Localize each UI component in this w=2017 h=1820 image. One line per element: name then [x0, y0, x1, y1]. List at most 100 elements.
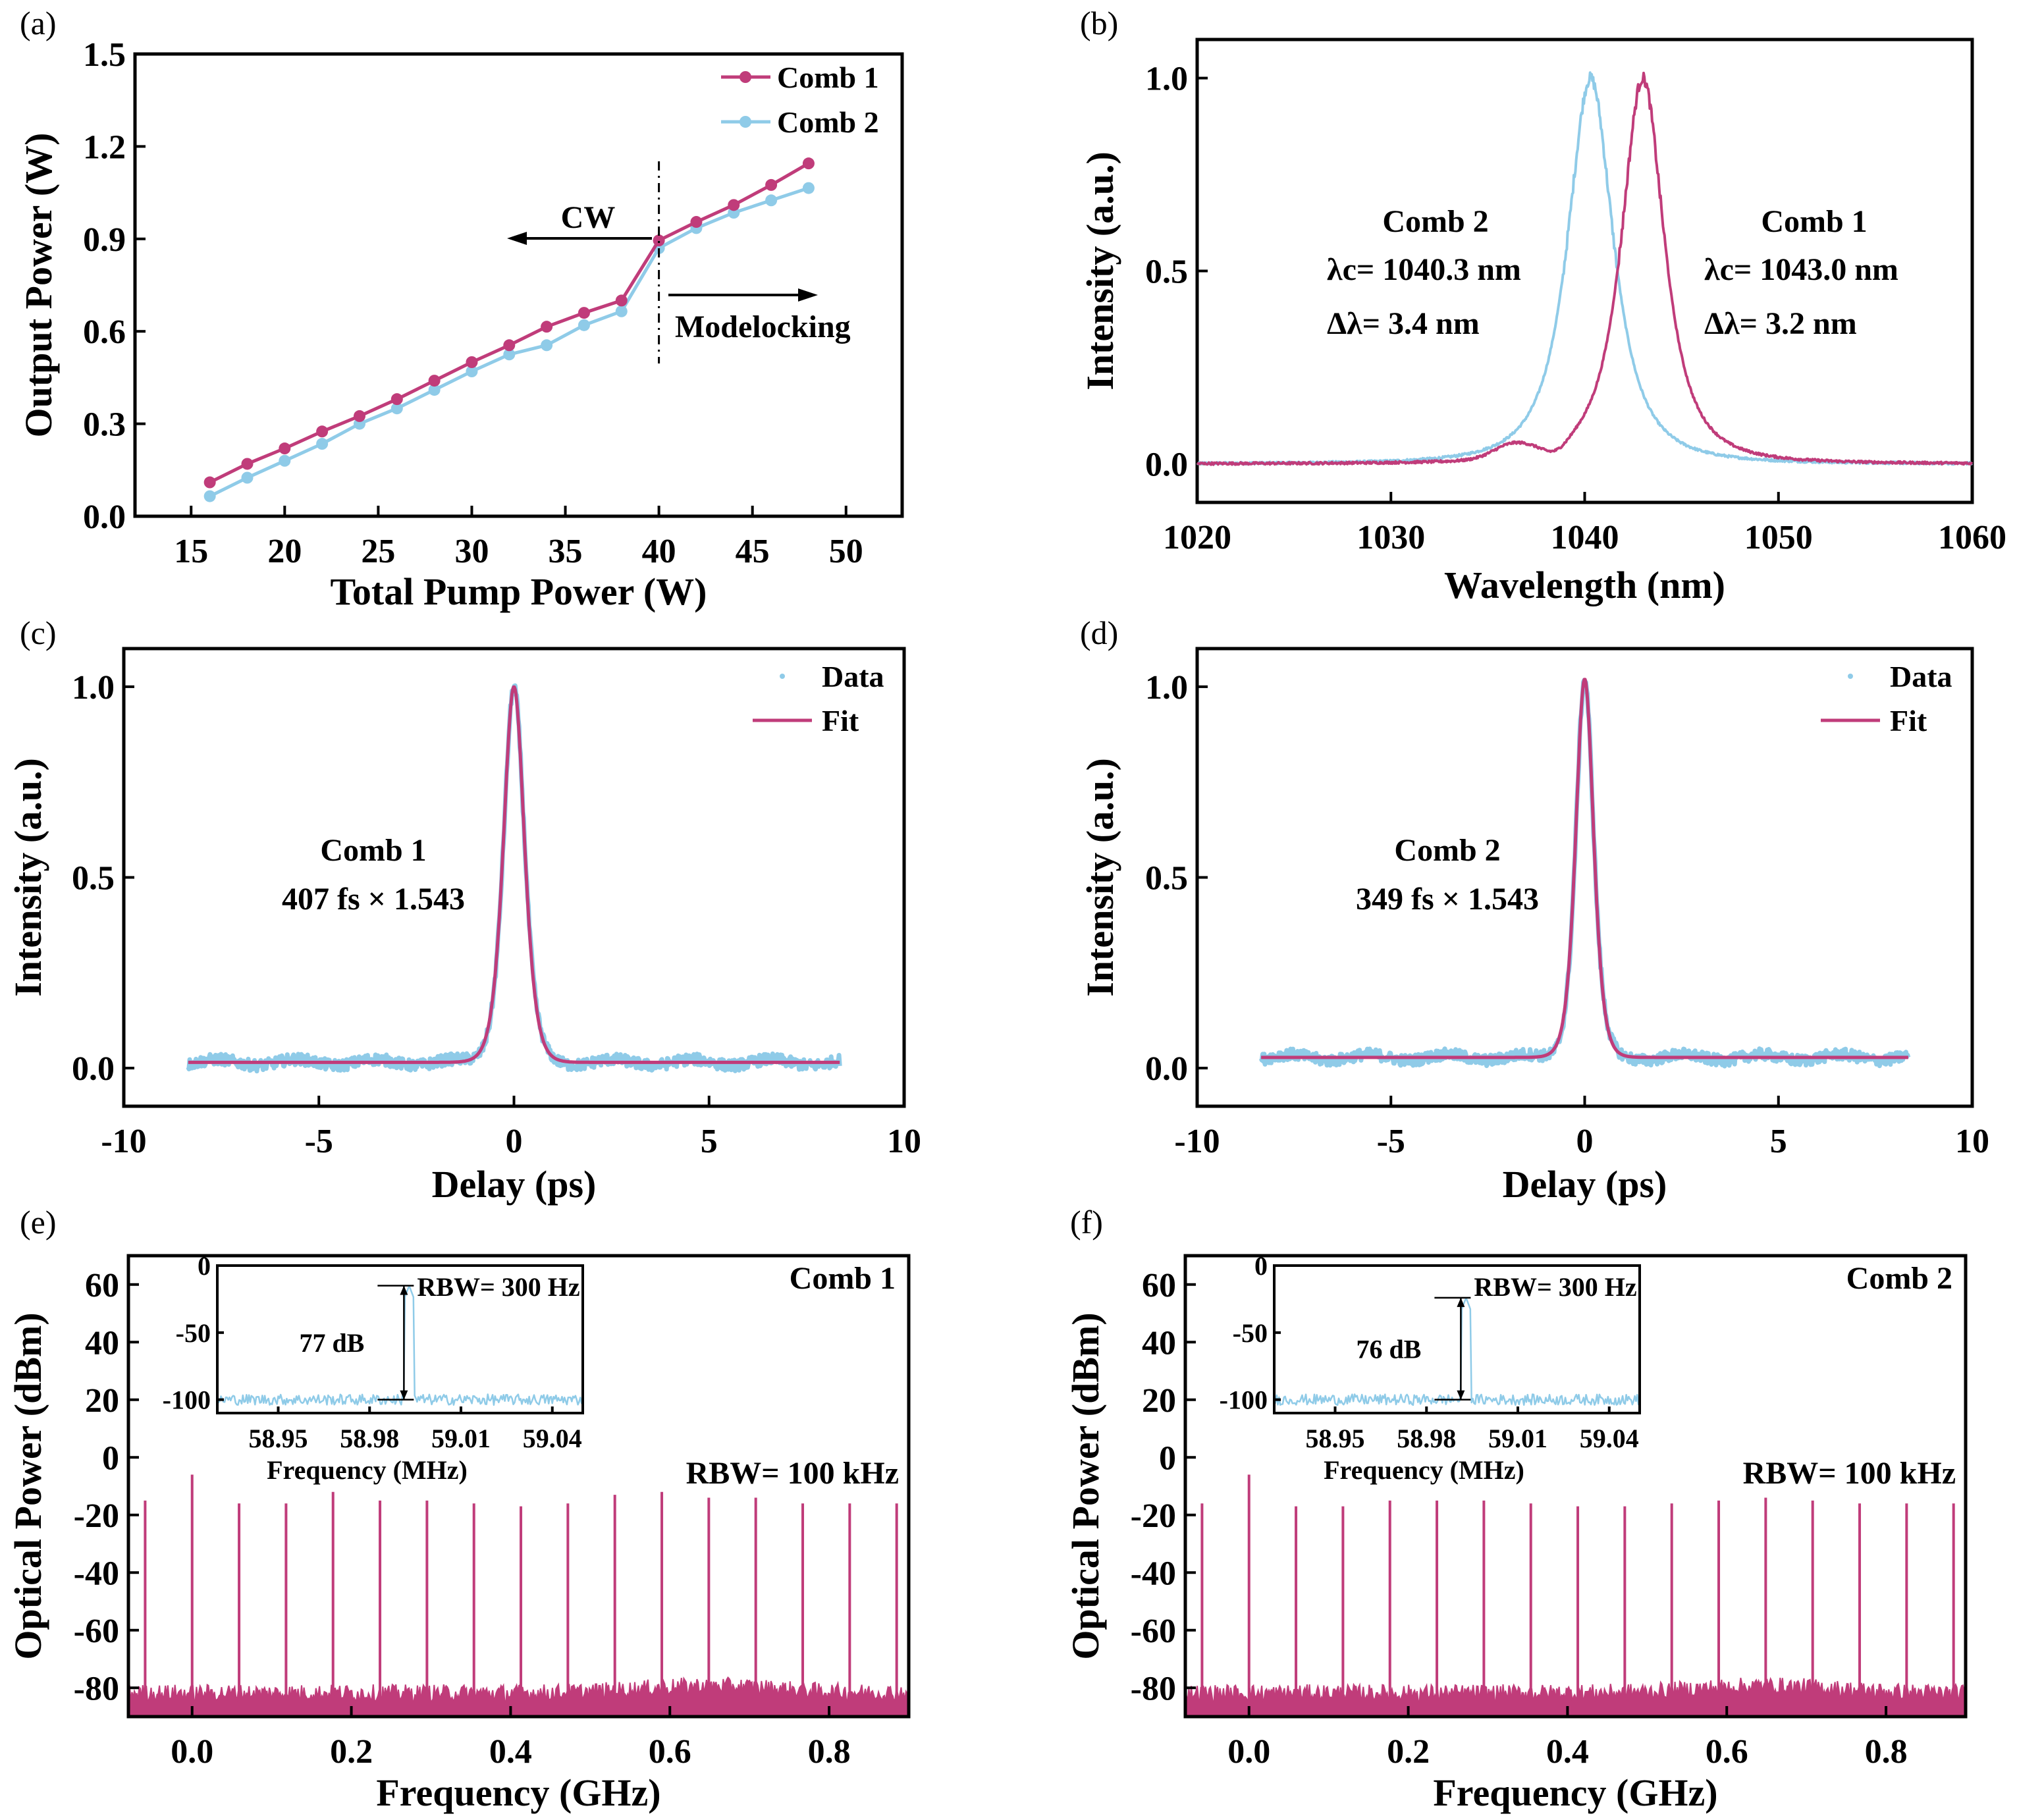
legend-label-data: Data — [822, 660, 884, 693]
inset-y-tick-label: 0 — [198, 1251, 211, 1281]
inset-y-tick-label: -50 — [1233, 1318, 1268, 1348]
x-tick-label: 0.2 — [330, 1733, 373, 1771]
y-tick-label: 20 — [1142, 1382, 1176, 1420]
comb2-title: Comb 2 — [1382, 204, 1488, 239]
x-tick-label: 1060 — [1938, 519, 2006, 556]
fit-trace — [1260, 678, 1910, 1059]
y-tick-label: 20 — [85, 1382, 119, 1420]
inset-y-tick-label: 0 — [1254, 1251, 1268, 1281]
x-axis-label: Delay (ps) — [1503, 1163, 1667, 1206]
data-point — [541, 321, 553, 333]
data-point — [428, 384, 441, 396]
noise-floor — [1185, 1676, 1967, 1717]
inset-x-tick-label: 58.98 — [340, 1424, 399, 1453]
data-point — [653, 234, 665, 247]
data-point — [615, 294, 628, 307]
panel-e: (e) 0.0 0.2 0.4 0.6 0.8 -80 -60 -40 -20 0 20 40 60 Fre… — [7, 1204, 911, 1814]
panel-d: (d) -10 -5 0 5 10 0.0 0.5 1.0 Delay (ps) Intensity… — [1079, 614, 1989, 1206]
fit-trace — [187, 685, 841, 1064]
y-tick-label: -20 — [74, 1497, 119, 1535]
x-tick-label: 20 — [267, 533, 302, 570]
inset-x-tick-label: 59.04 — [1580, 1424, 1639, 1453]
legend-label-fit: Fit — [822, 704, 859, 737]
data-point — [353, 410, 365, 422]
panel-label: (c) — [20, 614, 57, 651]
inset-rbw: RBW= 300 Hz — [1474, 1272, 1636, 1302]
noise-floor — [128, 1676, 910, 1717]
y-axis-label: Optical Power (dBm) — [7, 1312, 49, 1659]
plot-frame — [126, 1254, 911, 1719]
panel-c: (c) -10 -5 0 5 10 0.0 0.5 1.0 Delay (ps) Intensity… — [7, 614, 921, 1206]
legend-label: Comb 1 — [777, 61, 879, 94]
y-tick-label: 0.5 — [72, 860, 115, 897]
inset-x-tick-label: 59.01 — [1488, 1424, 1547, 1453]
x-tick-label: 0.8 — [808, 1733, 851, 1771]
y-tick-label: 0.9 — [83, 221, 126, 259]
comb-title: Comb 2 — [1846, 1261, 1952, 1296]
inset-background — [1274, 1266, 1640, 1413]
data-point — [428, 375, 441, 387]
comb2-center: λc= 1040.3 nm — [1327, 252, 1521, 287]
data-point — [279, 442, 291, 455]
rbw-label: RBW= 100 kHz — [686, 1456, 899, 1491]
x-axis-label: Frequency (GHz) — [1433, 1771, 1717, 1814]
inset-x-tick-label: 59.04 — [523, 1424, 582, 1453]
inset-y-tick-label: -100 — [163, 1385, 211, 1415]
cw-arrow-head — [507, 232, 527, 245]
x-tick-label: 0.6 — [649, 1733, 691, 1771]
inset-y-tick-label: -100 — [1220, 1385, 1268, 1415]
inset-frame — [1273, 1264, 1641, 1414]
x-tick-label: 5 — [1770, 1123, 1787, 1160]
x-tick-label: 0.0 — [1227, 1733, 1270, 1771]
inset-x-tick-label: 58.95 — [1306, 1424, 1365, 1453]
x-axis-label: Wavelength (nm) — [1444, 564, 1725, 606]
x-tick-label: -10 — [1174, 1123, 1220, 1160]
y-tick-label: -40 — [74, 1555, 119, 1592]
comb1-title: Comb 1 — [1761, 204, 1867, 239]
cw-annotation: CW — [561, 200, 616, 235]
y-tick-label: 60 — [85, 1267, 119, 1304]
x-tick-label: -5 — [1377, 1123, 1405, 1160]
panel-label: (d) — [1080, 614, 1118, 651]
y-tick-label: 0.0 — [1145, 1050, 1188, 1088]
panel-a: (a) 15 20 25 30 35 40 45 50 0.0 0.3 0.6 0.9 1.2 1.5 Tot… — [17, 5, 904, 613]
data-point — [503, 348, 516, 361]
comb2-width: Δλ= 3.4 nm — [1327, 306, 1480, 341]
x-tick-label: 35 — [549, 533, 583, 570]
y-tick-label: -60 — [74, 1613, 119, 1650]
rbw-label: RBW= 100 kHz — [1743, 1456, 1956, 1491]
x-tick-label: 0.2 — [1387, 1733, 1430, 1771]
y-tick-label: -20 — [1131, 1497, 1176, 1535]
y-tick-label: 0.6 — [83, 313, 126, 351]
x-tick-label: 40 — [642, 533, 676, 570]
legend-marker — [740, 71, 751, 83]
modelocking-annotation: Modelocking — [675, 309, 851, 344]
inset-background — [217, 1266, 583, 1413]
snr-arrow-top — [400, 1285, 408, 1295]
data-point — [279, 454, 291, 467]
pulse-duration: 407 fs × 1.543 — [282, 882, 465, 917]
data-point — [203, 476, 216, 489]
inset-x-axis-label: Frequency (MHz) — [267, 1455, 468, 1485]
x-tick-label: 45 — [736, 533, 770, 570]
data-point — [728, 199, 740, 211]
data-point — [802, 182, 815, 194]
x-tick-label: 0.4 — [1546, 1733, 1589, 1771]
y-axis-label: Output Power (W) — [17, 133, 60, 438]
inset-frame — [216, 1264, 584, 1414]
data-trace — [1258, 678, 1911, 1069]
legend-marker-data — [1848, 674, 1853, 679]
x-tick-label: 0.0 — [171, 1733, 213, 1771]
modelocking-arrow-head — [798, 288, 818, 302]
y-tick-label: 1.0 — [72, 669, 115, 707]
x-tick-label: 50 — [829, 533, 863, 570]
legend-label-fit: Fit — [1890, 704, 1927, 737]
y-tick-label: 40 — [85, 1324, 119, 1362]
legend-marker-data — [780, 674, 785, 679]
data-point — [541, 339, 553, 352]
x-tick-label: 0.8 — [1865, 1733, 1908, 1771]
x-tick-label: 0.6 — [1706, 1733, 1748, 1771]
snr-arrow-bottom — [400, 1390, 408, 1400]
inset-y-tick-label: -50 — [176, 1318, 211, 1348]
